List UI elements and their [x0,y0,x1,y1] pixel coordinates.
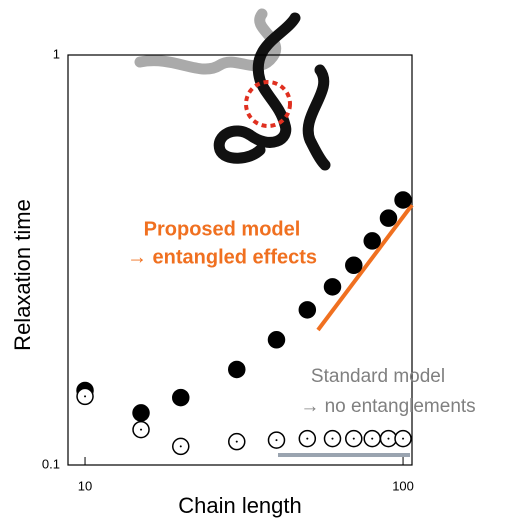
entanglement-circle [244,80,292,128]
y-tick-label: 0.1 [42,456,60,471]
annotation: Proposed model [144,218,301,240]
x-tick-label: 100 [392,478,414,493]
illustration [134,8,331,171]
data-point [379,209,398,227]
slope-line [316,203,414,332]
gray-chain [134,8,282,75]
black-chain [213,12,331,171]
data-point [363,232,381,250]
point-center [235,440,238,443]
point-center [371,437,374,440]
y-axis-label: Relaxation time [10,199,35,351]
point-center [352,437,355,440]
point-center [387,437,390,440]
data-point [394,191,412,209]
annotation: → entangled effects [127,246,317,268]
data-point [132,404,150,422]
point-center [84,395,87,398]
x-tick-label: 10 [78,478,92,493]
x-axis-label: Chain length [178,493,302,518]
point-center [402,437,405,440]
annotation: → no entanglements [300,396,475,417]
point-center [306,437,309,440]
data-point [267,331,286,349]
point-center [140,428,143,431]
plot-frame [67,54,413,466]
data-point [345,256,363,275]
point-center [331,437,334,440]
data-point [298,301,317,319]
data-point [228,360,246,379]
point-center [179,445,182,448]
point-center [275,439,278,442]
annotation: Standard model [311,366,445,387]
data-point [172,388,190,407]
data-point [323,278,342,296]
y-tick-label: 1 [53,46,60,61]
